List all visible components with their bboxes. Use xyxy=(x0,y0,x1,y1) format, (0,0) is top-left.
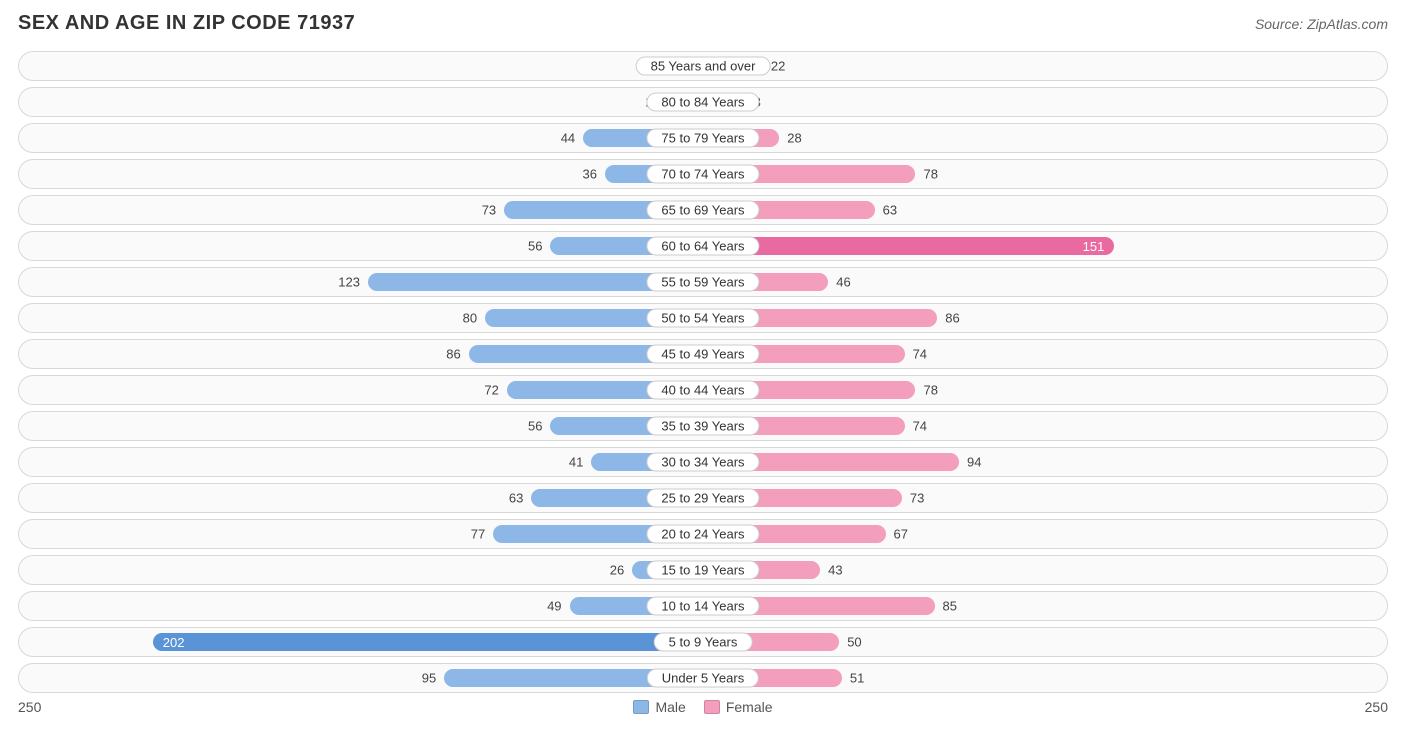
age-row: 72 78 40 to 44 Years xyxy=(18,375,1388,405)
chart-legend: Male Female xyxy=(633,699,772,715)
age-row: 44 28 75 to 79 Years xyxy=(18,123,1388,153)
age-label: 55 to 59 Years xyxy=(646,273,759,292)
male-value: 56 xyxy=(528,419,542,434)
age-label: 20 to 24 Years xyxy=(646,525,759,544)
male-value: 44 xyxy=(561,131,575,146)
female-value: 151 xyxy=(1083,239,1105,254)
chart-header: SEX AND AGE IN ZIP CODE 71937 Source: Zi… xyxy=(18,12,1388,35)
axis-max-right: 250 xyxy=(1348,699,1388,715)
female-value: 43 xyxy=(828,563,842,578)
age-row: 123 46 55 to 59 Years xyxy=(18,267,1388,297)
age-row: 73 63 65 to 69 Years xyxy=(18,195,1388,225)
age-label: 25 to 29 Years xyxy=(646,489,759,508)
female-value: 46 xyxy=(836,275,850,290)
legend-female: Female xyxy=(704,699,773,715)
age-label: 5 to 9 Years xyxy=(654,633,753,652)
female-value: 50 xyxy=(847,635,861,650)
male-value: 56 xyxy=(528,239,542,254)
male-value: 36 xyxy=(582,167,596,182)
age-row: 131380 to 84 Years xyxy=(18,87,1388,117)
male-value: 77 xyxy=(471,527,485,542)
male-value: 73 xyxy=(482,203,496,218)
male-bar: 202 xyxy=(153,633,703,651)
male-value: 49 xyxy=(547,599,561,614)
female-value: 73 xyxy=(910,491,924,506)
source-name: ZipAtlas.com xyxy=(1307,16,1388,32)
age-row: 86 74 45 to 49 Years xyxy=(18,339,1388,369)
age-label: 10 to 14 Years xyxy=(646,597,759,616)
male-value: 80 xyxy=(463,311,477,326)
female-value: 67 xyxy=(894,527,908,542)
chart-source: Source: ZipAtlas.com xyxy=(1255,16,1388,32)
chart-title: SEX AND AGE IN ZIP CODE 71937 xyxy=(18,12,355,35)
chart-footer: 250 Male Female 250 xyxy=(18,699,1388,715)
female-value: 94 xyxy=(967,455,981,470)
female-value: 28 xyxy=(787,131,801,146)
male-value: 95 xyxy=(422,671,436,686)
female-value: 86 xyxy=(945,311,959,326)
axis-max-left: 250 xyxy=(18,699,58,715)
age-row: 56 74 35 to 39 Years xyxy=(18,411,1388,441)
female-value: 51 xyxy=(850,671,864,686)
chart-rows: 22285 Years and over 131380 to 84 Years 44… xyxy=(18,51,1388,693)
source-label: Source: xyxy=(1255,16,1303,32)
age-label: 75 to 79 Years xyxy=(646,129,759,148)
legend-swatch-female xyxy=(704,700,720,714)
age-label: 80 to 84 Years xyxy=(646,93,759,112)
female-value: 78 xyxy=(923,167,937,182)
age-label: 50 to 54 Years xyxy=(646,309,759,328)
age-label: 70 to 74 Years xyxy=(646,165,759,184)
legend-swatch-male xyxy=(633,700,649,714)
age-label: 15 to 19 Years xyxy=(646,561,759,580)
female-bar: 151 xyxy=(703,237,1114,255)
male-value: 72 xyxy=(484,383,498,398)
male-value: 63 xyxy=(509,491,523,506)
female-value: 74 xyxy=(913,419,927,434)
age-label: 60 to 64 Years xyxy=(646,237,759,256)
female-value: 74 xyxy=(913,347,927,362)
age-row: 77 67 20 to 24 Years xyxy=(18,519,1388,549)
age-row: 22285 Years and over xyxy=(18,51,1388,81)
age-label: 40 to 44 Years xyxy=(646,381,759,400)
male-value: 123 xyxy=(338,275,360,290)
age-label: 45 to 49 Years xyxy=(646,345,759,364)
age-label: 35 to 39 Years xyxy=(646,417,759,436)
age-row: 41 94 30 to 34 Years xyxy=(18,447,1388,477)
age-row: 95 51 Under 5 Years xyxy=(18,663,1388,693)
age-label: 30 to 34 Years xyxy=(646,453,759,472)
female-value: 85 xyxy=(943,599,957,614)
age-row: 49 85 10 to 14 Years xyxy=(18,591,1388,621)
age-row: 80 86 50 to 54 Years xyxy=(18,303,1388,333)
female-value: 78 xyxy=(923,383,937,398)
male-value: 86 xyxy=(446,347,460,362)
age-row: 202 50 5 to 9 Years xyxy=(18,627,1388,657)
population-pyramid-chart: SEX AND AGE IN ZIP CODE 71937 Source: Zi… xyxy=(0,0,1406,723)
age-row: 56 151 60 to 64 Years xyxy=(18,231,1388,261)
female-value: 63 xyxy=(883,203,897,218)
age-label: 65 to 69 Years xyxy=(646,201,759,220)
age-row: 63 73 25 to 29 Years xyxy=(18,483,1388,513)
legend-male: Male xyxy=(633,699,685,715)
legend-female-label: Female xyxy=(726,699,773,715)
age-label: Under 5 Years xyxy=(647,669,759,688)
age-row: 36 78 70 to 74 Years xyxy=(18,159,1388,189)
female-value: 22 xyxy=(771,59,785,74)
male-value: 202 xyxy=(163,635,185,650)
male-value: 26 xyxy=(610,563,624,578)
age-row: 26 43 15 to 19 Years xyxy=(18,555,1388,585)
male-value: 41 xyxy=(569,455,583,470)
age-label: 85 Years and over xyxy=(636,57,771,76)
legend-male-label: Male xyxy=(655,699,685,715)
